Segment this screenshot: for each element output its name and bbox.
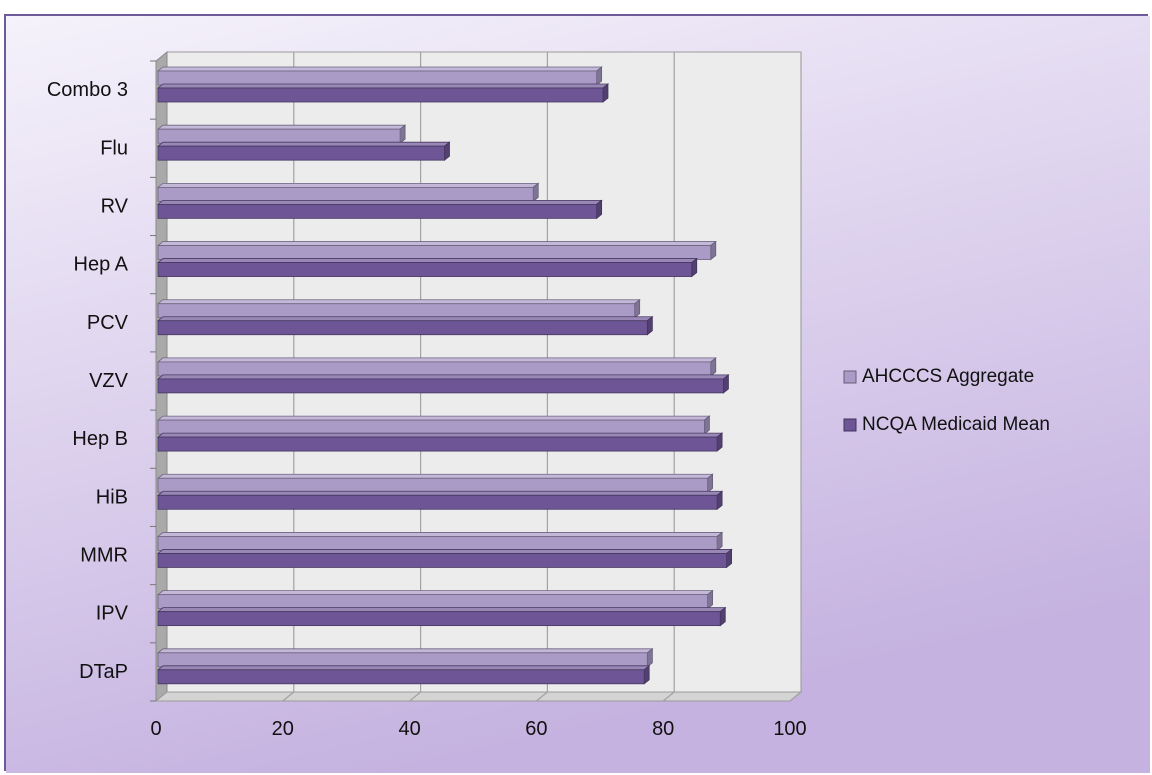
bar-top-face (156, 607, 727, 613)
x-tick-label: 60 (525, 718, 547, 740)
gridline-floor (662, 691, 675, 702)
gridline-floor (409, 691, 421, 702)
bar (156, 531, 724, 552)
gridline-floor (282, 691, 295, 702)
bar-top-face (156, 432, 724, 438)
gridline-floor (789, 691, 802, 702)
bar (156, 374, 730, 394)
bar-front-face (157, 652, 648, 668)
bar-top-face (156, 590, 714, 596)
bar (156, 357, 717, 377)
bar (156, 315, 654, 336)
bar-front-face (157, 494, 718, 510)
category-label: Hep A (74, 254, 129, 276)
bar (156, 83, 610, 103)
bar (156, 141, 451, 162)
bar (156, 257, 698, 278)
bar-front-face (157, 303, 636, 319)
bar (156, 647, 654, 668)
bar-front-face (157, 361, 712, 377)
legend-label: NCQA Medicaid Mean (862, 414, 1050, 435)
bar-front-face (157, 320, 648, 336)
bar-front-face (157, 128, 401, 144)
bar-chart: 0 20 40 60 80 100 Combo 3 Flu RV Hep A PCV VZV Hep B… (6, 16, 1150, 773)
bar-top-face (156, 473, 714, 479)
chart-frame: 0 20 40 60 80 100 Combo 3 Flu RV Hep A PCV VZV Hep B… (4, 14, 1150, 773)
plot-floor (154, 691, 803, 702)
bar-top-face (156, 299, 641, 305)
x-tick-label: 20 (272, 718, 294, 740)
bar (156, 606, 727, 627)
bar (156, 298, 641, 319)
bar-front-face (157, 536, 718, 551)
bar-front-face (157, 70, 598, 86)
bar (156, 473, 714, 494)
bar-top-face (156, 141, 451, 147)
bar-top-face (156, 241, 717, 246)
x-tick-label: 100 (773, 718, 806, 740)
bar-top-face (156, 490, 724, 496)
bar-front-face (157, 87, 604, 103)
bar-front-face (157, 145, 445, 161)
bar (156, 66, 603, 86)
bar (156, 240, 717, 261)
plot-area: 0 20 40 60 80 100 Combo 3 Flu RV Hep A PCV VZV Hep B… (47, 50, 807, 740)
bar-front-face (157, 669, 645, 685)
category-label: MMR (80, 545, 128, 567)
bar-front-face (157, 378, 724, 394)
x-tick-label: 0 (150, 718, 161, 740)
category-label: VZV (89, 370, 129, 392)
bar-top-face (156, 199, 603, 205)
bar (156, 664, 651, 685)
gridline-floor (536, 691, 548, 702)
bar-front-face (157, 611, 721, 627)
bar (156, 432, 724, 452)
bar-top-face (156, 124, 407, 130)
bar (156, 490, 724, 511)
bar-top-face (156, 258, 698, 263)
bar (156, 415, 711, 435)
bar-top-face (156, 374, 730, 380)
category-label: DTaP (79, 661, 128, 683)
category-label: Combo 3 (47, 79, 128, 101)
bar-top-face (156, 648, 654, 654)
category-label: Flu (100, 137, 128, 159)
bar-front-face (157, 436, 718, 452)
bar (156, 589, 714, 610)
bar-front-face (157, 262, 693, 277)
legend-label: AHCCCS Aggregate (862, 366, 1034, 387)
bar-front-face (157, 594, 708, 610)
bar-top-face (156, 665, 651, 671)
category-label: RV (101, 195, 129, 217)
bar-front-face (157, 245, 712, 260)
category-label: PCV (87, 312, 129, 334)
bar-top-face (156, 357, 717, 363)
bar-front-face (157, 419, 705, 435)
bar (156, 182, 540, 203)
bar (156, 199, 603, 220)
bar-front-face (157, 203, 598, 219)
x-tick-label: 40 (398, 718, 420, 740)
bar-top-face (156, 316, 654, 322)
category-label: HiB (96, 486, 128, 508)
bar-front-face (157, 186, 534, 202)
legend: AHCCCS Aggregate NCQA Medicaid Mean (843, 366, 1050, 435)
bar-top-face (156, 415, 711, 421)
bar (156, 548, 733, 569)
bar (156, 124, 407, 145)
bar-front-face (157, 553, 727, 568)
bar-top-face (156, 66, 603, 72)
bar-front-face (157, 477, 708, 493)
bar-top-face (156, 532, 724, 537)
bar-top-face (156, 549, 733, 554)
bar-top-face (156, 182, 540, 188)
category-label: Hep B (72, 428, 128, 450)
x-tick-label: 80 (652, 718, 674, 740)
bar-top-face (156, 83, 610, 89)
category-label: IPV (96, 603, 129, 625)
legend-swatch (843, 370, 857, 384)
legend-swatch (843, 418, 857, 432)
